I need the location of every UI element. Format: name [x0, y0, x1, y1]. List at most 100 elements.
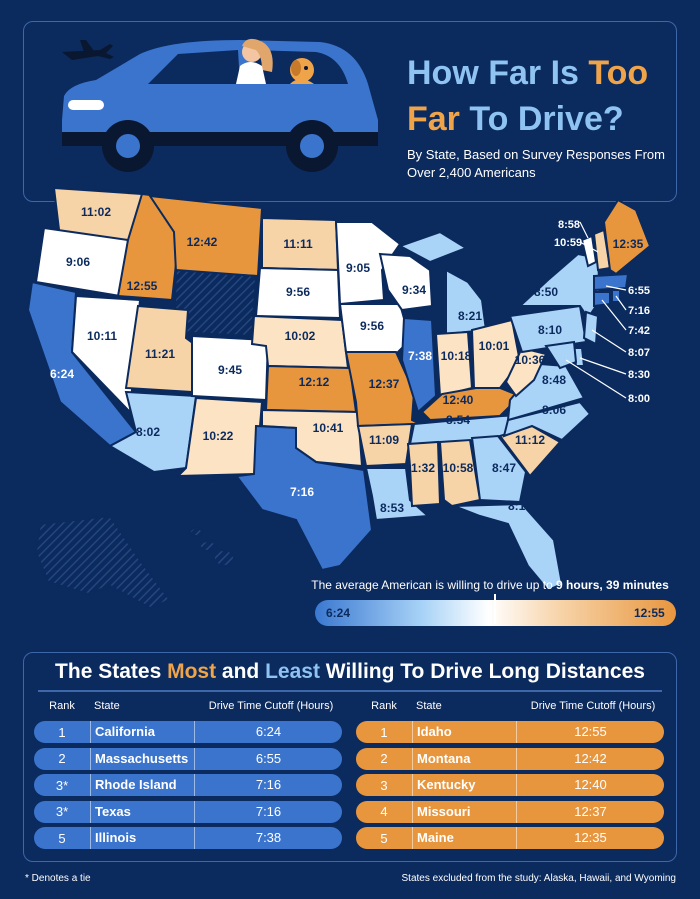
state-label-ca: 6:24	[50, 367, 74, 381]
rank-cell: 5	[380, 830, 388, 846]
state-label-tx: 7:16	[290, 485, 314, 499]
table-row: 1 California 6:24	[34, 721, 342, 743]
average-label: The average American is willing to drive…	[311, 578, 669, 592]
state-label-wv: 10:36	[515, 353, 546, 367]
state-wi	[378, 252, 434, 312]
state-mi-up	[397, 230, 469, 264]
state-ga	[470, 434, 528, 504]
state-ms	[406, 440, 442, 508]
state-label-ar: 11:09	[369, 433, 399, 447]
us-map	[26, 186, 652, 610]
table-row: 3* Rhode Island 7:16	[34, 774, 342, 796]
state-ks	[264, 364, 358, 414]
state-cell: Massachusetts	[90, 747, 194, 770]
state-hi	[189, 527, 235, 567]
rank-cell: 5	[58, 830, 66, 846]
table-title: The States Most and Least Willing To Dri…	[55, 660, 645, 683]
state-value-labels: 11:02 9:06 6:24 12:55 10:11 12:42 11:21 8:02 9:4…	[50, 205, 644, 515]
callout-label-md: 8:00	[628, 393, 650, 405]
callout-label-ma: 6:55	[628, 285, 650, 297]
state-label-mo: 12:37	[369, 377, 400, 391]
header-box	[23, 21, 677, 202]
rank-cell: 2	[58, 751, 66, 766]
state-al	[438, 438, 482, 508]
table-row: 4 Missouri 12:37	[356, 800, 664, 823]
state-label-la: 8:53	[380, 501, 404, 515]
most-willing-table: Rank State Drive Time Cutoff (Hours) 1 Id…	[356, 700, 664, 854]
callout-label-ri: 7:16	[628, 305, 650, 317]
col-time: Drive Time Cutoff (Hours)	[530, 700, 656, 712]
rank-cell: 3*	[55, 804, 69, 819]
state-label-ks: 12:12	[299, 375, 330, 389]
table-row: 2 Montana 12:42	[356, 747, 664, 770]
rank-cell: 1	[380, 724, 388, 740]
table-row: 5 Maine 12:35	[356, 827, 664, 849]
state-nj	[582, 310, 600, 346]
state-label-nm: 10:22	[203, 429, 234, 443]
state-pa	[508, 304, 588, 354]
legend-min: 6:24	[326, 606, 351, 620]
state-label-wa: 11:02	[81, 205, 111, 219]
callout-label-ct: 7:42	[628, 325, 650, 337]
state-label-pa: 8:10	[538, 323, 562, 337]
state-label-me: 12:35	[613, 237, 644, 251]
col-time: Drive Time Cutoff (Hours)	[208, 700, 334, 712]
time-cell: 7:16	[194, 800, 342, 823]
state-cell: Missouri	[412, 800, 516, 823]
state-ar	[356, 422, 414, 468]
state-cell: California	[90, 721, 194, 743]
state-label-nd: 11:11	[283, 237, 313, 251]
least-willing-table: Rank State Drive Time Cutoff (Hours) 1 Ca…	[34, 700, 342, 854]
state-tx	[205, 424, 374, 572]
legend-max: 12:55	[634, 606, 665, 620]
state-label-al: 10:58	[443, 461, 474, 475]
state-mo	[344, 351, 421, 428]
state-label-mt: 12:42	[187, 235, 218, 249]
state-ct	[593, 291, 611, 308]
state-cell: Illinois	[90, 827, 194, 849]
state-sd	[254, 266, 342, 320]
table-row: 3* Texas 7:16	[34, 800, 342, 823]
rank-cell: 4	[380, 804, 388, 819]
state-label-fl: 8:19	[508, 499, 532, 513]
state-label-ut: 11:21	[145, 347, 175, 361]
state-label-co: 9:45	[218, 363, 242, 377]
callout-label-vt: 8:58	[558, 219, 580, 231]
dog-icon	[290, 58, 314, 84]
state-label-ok: 10:41	[313, 421, 344, 435]
state-label-oh: 10:01	[479, 339, 510, 353]
state-label-in: 10:18	[441, 349, 472, 363]
state-wv	[504, 346, 548, 398]
state-label-or: 9:06	[66, 255, 90, 269]
col-rank: Rank	[49, 700, 75, 712]
state-cell: Montana	[412, 747, 516, 770]
state-label-ky: 12:40	[443, 393, 474, 407]
state-cell: Kentucky	[412, 774, 516, 796]
state-label-az: 8:02	[136, 425, 160, 439]
time-cell: 6:24	[194, 721, 342, 743]
state-vt	[580, 234, 598, 268]
state-cell: Rhode Island	[90, 774, 194, 796]
state-ak	[34, 514, 172, 610]
state-label-il: 7:38	[408, 349, 432, 363]
state-label-ms: 11:32	[405, 461, 435, 475]
table-row: 5 Illinois 7:38	[34, 827, 342, 849]
callout-label-nj: 8:07	[628, 347, 650, 359]
state-label-nc: 8:06	[542, 403, 566, 417]
state-label-ia: 9:56	[360, 319, 384, 333]
callout-lines	[565, 221, 627, 399]
state-label-tn: 8:54	[446, 413, 470, 427]
table-row: 2 Massachusetts 6:55	[34, 747, 342, 770]
callout-label-de: 8:30	[628, 369, 650, 381]
table-box	[23, 652, 677, 862]
state-label-id: 12:55	[127, 279, 158, 293]
table-row: 3 Kentucky 12:40	[356, 774, 664, 796]
state-label-sd: 9:56	[286, 285, 310, 299]
table-title-divider	[38, 690, 662, 692]
state-nm	[175, 396, 264, 478]
state-la	[364, 467, 431, 522]
time-cell: 7:16	[194, 774, 342, 796]
callout-label-nh: 10:59	[554, 237, 582, 249]
state-cell: Texas	[90, 800, 194, 823]
